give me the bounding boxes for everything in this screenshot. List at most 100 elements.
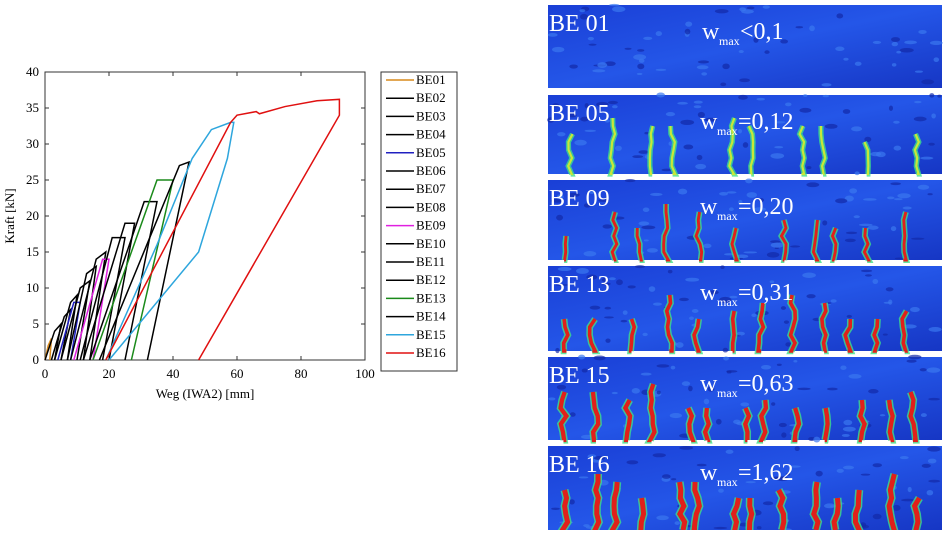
speckle — [722, 347, 729, 353]
speckle — [849, 188, 858, 194]
speckle — [894, 257, 904, 260]
speckle — [927, 446, 941, 452]
speckle — [762, 501, 774, 506]
speckle — [841, 433, 850, 437]
legend-entry: BE04 — [416, 127, 446, 142]
crack-streak — [811, 481, 821, 533]
speckle — [567, 113, 577, 118]
legend-entry: BE16 — [416, 345, 446, 360]
panel-label: BE 16 — [549, 452, 610, 478]
speckle — [842, 426, 856, 432]
speckle — [584, 129, 597, 132]
crack-streak — [858, 399, 867, 443]
speckle — [806, 166, 812, 170]
speckle — [883, 301, 892, 304]
crack-streak — [669, 125, 677, 176]
speckle — [738, 199, 743, 205]
speckle — [681, 381, 691, 386]
speckle — [605, 338, 611, 343]
speckle — [669, 413, 682, 419]
speckle — [842, 109, 851, 114]
panel-symbol: w — [700, 194, 718, 220]
speckle — [785, 473, 791, 476]
speckle — [713, 526, 728, 530]
speckle — [637, 49, 645, 52]
speckle — [679, 297, 689, 302]
crack-streak — [830, 227, 838, 262]
speckle — [614, 145, 622, 151]
speckle — [609, 3, 620, 7]
speckle — [656, 92, 665, 98]
x-tick-label: 100 — [355, 366, 375, 381]
panel-subscript: max — [717, 209, 738, 223]
data-line — [82, 222, 136, 361]
speckle — [556, 384, 567, 390]
speckle — [845, 231, 858, 235]
speckle — [729, 295, 738, 299]
speckle — [719, 191, 728, 196]
panel-symbol: w — [700, 109, 718, 135]
x-tick-label: 0 — [42, 366, 49, 381]
speckle — [914, 70, 923, 73]
speckle — [597, 62, 608, 69]
data-line — [69, 250, 107, 361]
speckle — [593, 355, 606, 361]
speckle — [863, 198, 877, 201]
speckle — [703, 398, 710, 405]
speckle — [907, 486, 912, 493]
crack-streak — [648, 125, 654, 176]
speckle — [764, 50, 770, 54]
speckle — [860, 473, 871, 476]
y-tick-label: 25 — [26, 172, 39, 187]
y-tick-label: 35 — [26, 100, 39, 115]
y-tick-label: 40 — [26, 64, 39, 79]
speckle — [815, 470, 823, 477]
speckle — [655, 31, 662, 37]
speckle — [914, 100, 922, 104]
speckle — [593, 455, 606, 461]
speckle — [901, 498, 916, 502]
speckle — [790, 245, 801, 248]
speckle — [872, 40, 882, 44]
speckle — [885, 287, 894, 292]
speckle — [602, 224, 612, 229]
crack-streak — [591, 473, 602, 533]
speckle — [695, 163, 707, 170]
panel-label: BE 01 — [549, 11, 610, 37]
speckle — [771, 402, 776, 406]
speckle — [928, 142, 935, 146]
speckle — [589, 191, 595, 195]
speckle — [725, 449, 734, 454]
speckle — [683, 144, 694, 150]
speckle — [634, 265, 646, 269]
speckle — [931, 113, 936, 119]
speckle — [655, 68, 667, 71]
speckle — [806, 294, 816, 299]
speckle — [703, 243, 712, 249]
speckle — [920, 156, 934, 160]
speckle — [569, 64, 578, 69]
dic-image — [548, 5, 942, 88]
speckle — [795, 26, 804, 29]
speckle — [797, 387, 811, 391]
legend-entry: BE02 — [416, 90, 446, 105]
panel-subscript: max — [717, 386, 738, 400]
crack-streak — [746, 497, 755, 533]
speckle — [696, 65, 709, 70]
speckle — [751, 313, 757, 318]
speckle — [929, 40, 943, 46]
speckle — [851, 126, 863, 132]
speckle — [742, 142, 749, 148]
speckle — [867, 225, 879, 230]
speckle — [556, 194, 564, 200]
speckle — [853, 215, 860, 219]
speckle — [843, 419, 853, 426]
speckle — [671, 478, 677, 481]
y-tick-label: 10 — [26, 280, 39, 295]
crack-streak — [822, 407, 830, 443]
speckle — [826, 387, 838, 391]
crack-streak — [811, 219, 820, 262]
panel-subscript: max — [717, 475, 738, 489]
x-tick-label: 20 — [103, 366, 116, 381]
speckle — [887, 196, 895, 200]
